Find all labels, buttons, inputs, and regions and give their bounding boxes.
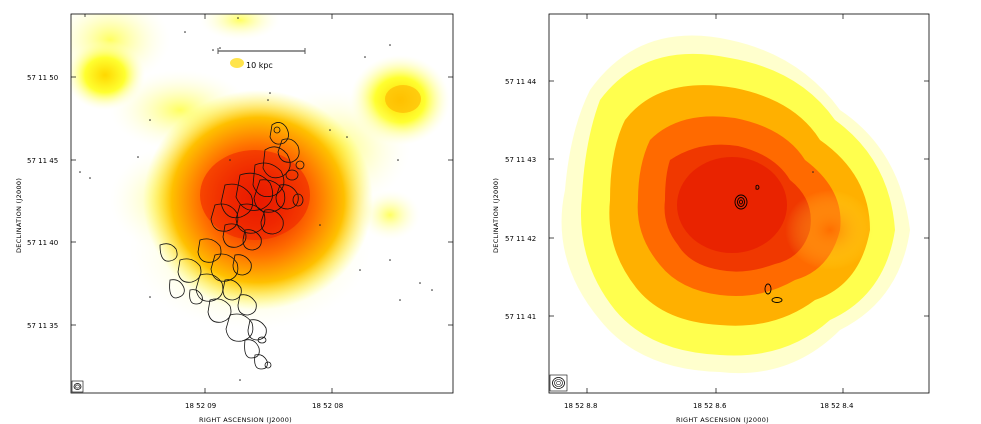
right-xtick-1: 18 52 8.8 xyxy=(564,402,597,410)
right-ytick-3: 57 11 42 xyxy=(505,235,536,243)
left-ytick-3: 57 11 40 xyxy=(27,239,58,247)
left-ytick-4: 57 11 35 xyxy=(27,322,58,330)
left-ylabel: DECLINATION (J2000) xyxy=(15,178,23,253)
left-xtick-2: 18 52 08 xyxy=(312,402,343,410)
right-contour-dot xyxy=(812,171,814,173)
left-contours xyxy=(159,122,305,370)
beam-symbol xyxy=(71,380,84,393)
right-xlabel: RIGHT ASCENSION (J2000) xyxy=(676,416,769,424)
right-xtick-2: 18 52 8.6 xyxy=(693,402,727,410)
right-image-svg: 57 11 44 57 11 43 57 11 42 57 11 41 18 5… xyxy=(492,13,930,424)
left-xtick-1: 18 52 09 xyxy=(185,402,216,410)
left-ticks xyxy=(71,14,453,393)
right-ytick-4: 57 11 41 xyxy=(505,313,536,321)
right-frame xyxy=(548,13,930,394)
right-ytick-1: 57 11 44 xyxy=(505,78,537,86)
left-panel: 10 kpc 57 11 50 57 11 45 57 11 40 57 11 … xyxy=(0,0,470,424)
right-panel: 57 11 44 57 11 43 57 11 42 57 11 41 18 5… xyxy=(470,0,981,424)
right-ytick-2: 57 11 43 xyxy=(505,156,536,164)
left-frame xyxy=(70,13,454,394)
right-ticks xyxy=(549,14,929,393)
scale-bar-label: 10 kpc xyxy=(246,61,273,70)
left-xlabel: RIGHT ASCENSION (J2000) xyxy=(199,416,292,424)
left-ytick-1: 57 11 50 xyxy=(27,74,58,82)
left-contour-dots xyxy=(79,17,433,381)
right-contours xyxy=(734,184,783,303)
left-image-svg: 10 kpc 57 11 50 57 11 45 57 11 40 57 11 … xyxy=(15,13,454,424)
right-emission-map xyxy=(549,14,929,393)
left-ytick-2: 57 11 45 xyxy=(27,157,58,165)
right-xtick-3: 18 52 8.4 xyxy=(820,402,854,410)
right-ylabel: DECLINATION (J2000) xyxy=(492,178,500,253)
